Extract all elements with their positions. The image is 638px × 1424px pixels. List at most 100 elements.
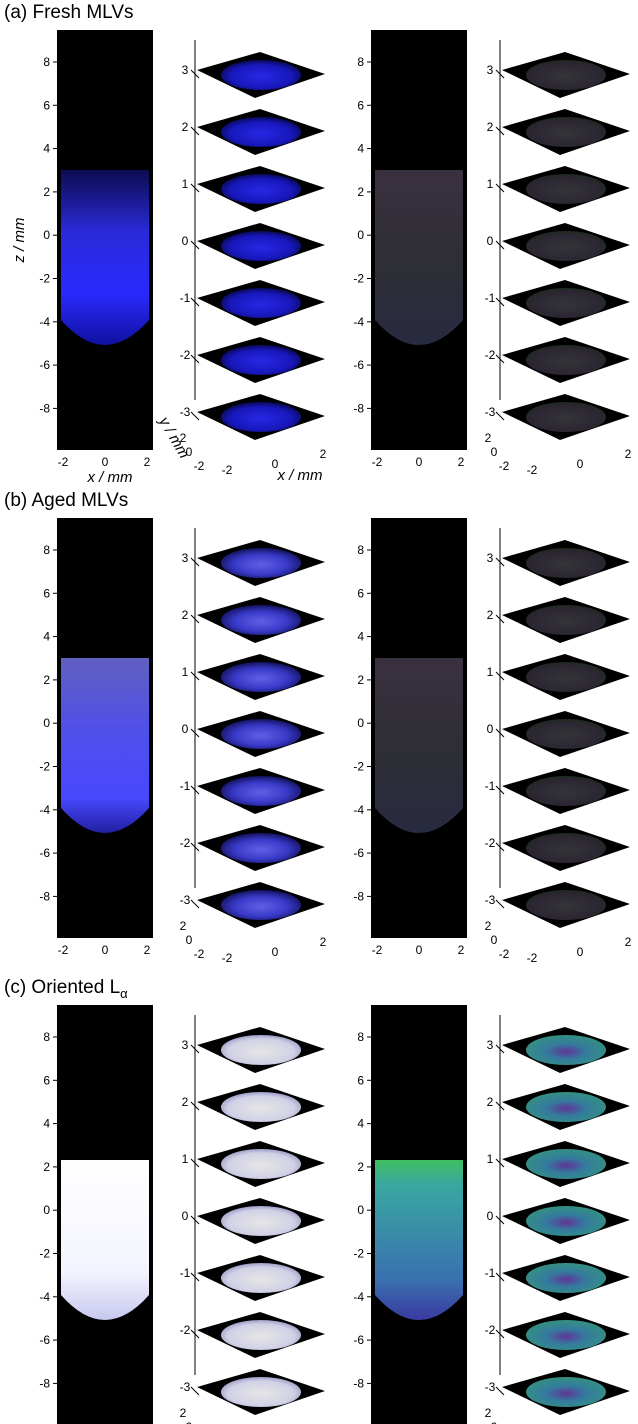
- y-axis-label: y / mm: [155, 413, 193, 461]
- z-tick-label: 8: [357, 543, 364, 557]
- slice-tick: [495, 1272, 505, 1282]
- slice-tick-label: -1: [180, 291, 191, 305]
- x-tick-label: 0: [102, 455, 109, 469]
- slice-tick: [190, 785, 200, 795]
- z-tick-label: -4: [39, 315, 50, 329]
- z-tick-label: 2: [357, 673, 364, 687]
- x-tick-label: -2: [527, 951, 538, 965]
- slice-tick-label: 1: [487, 1152, 494, 1166]
- z-tick-label: -4: [353, 315, 364, 329]
- slice-tick: [495, 69, 505, 79]
- slice-image: [526, 1320, 606, 1350]
- panel-title-c: (c) Oriented Lα: [4, 977, 128, 1005]
- y-tick-label: -2: [499, 947, 510, 961]
- slice-tick-label: 3: [182, 1038, 189, 1052]
- slice-tick-label: 1: [182, 177, 189, 191]
- slice-tick-label: 2: [487, 608, 494, 622]
- z-tick-label: 6: [43, 586, 50, 600]
- slice-image: [526, 231, 606, 261]
- panel-title-text: (a) Fresh MLVs: [4, 2, 134, 23]
- z-tick-label: 0: [357, 716, 364, 730]
- z-tick-label: -4: [39, 803, 50, 817]
- x-tick-label: 2: [320, 447, 327, 461]
- slice-tick: [495, 557, 505, 567]
- slice-image: [221, 776, 301, 806]
- slice-tick: [495, 1386, 505, 1396]
- slice-tick: [190, 183, 200, 193]
- z-tick-label: 4: [43, 630, 50, 644]
- slice-image: [221, 1035, 301, 1065]
- slice-image: [221, 890, 301, 920]
- z-tick-label: 8: [43, 1030, 50, 1044]
- x-tick-label: 2: [144, 943, 151, 957]
- z-tick-label: 8: [43, 543, 50, 557]
- z-tick-label: 0: [357, 1203, 364, 1217]
- slice-tick-label: -2: [180, 348, 191, 362]
- x-tick-label: 0: [102, 943, 109, 957]
- y-tick-label: 0: [186, 1420, 193, 1424]
- panel-title-text: (c) Oriented L: [4, 977, 121, 998]
- slice-image: [526, 174, 606, 204]
- slice-image: [221, 1206, 301, 1236]
- slice-tick: [495, 614, 505, 624]
- x-tick-label: 2: [625, 447, 632, 461]
- z-tick-label: -8: [353, 1376, 364, 1390]
- slice-image: [221, 833, 301, 863]
- y-tick-label: 2: [180, 431, 187, 445]
- slice-image: [526, 776, 606, 806]
- z-tick-label: -2: [39, 760, 50, 774]
- slice-tick-label: -1: [485, 779, 496, 793]
- slice-image: [526, 548, 606, 578]
- slice-tick-label: -2: [485, 348, 496, 362]
- z-tick-label: 0: [357, 228, 364, 242]
- slice-tick-label: 1: [487, 665, 494, 679]
- slice-image: [526, 60, 606, 90]
- z-tick-label: -2: [353, 1247, 364, 1261]
- slice-tick-label: 2: [487, 1095, 494, 1109]
- z-tick-label: -8: [39, 401, 50, 415]
- z-tick-label: 8: [357, 1030, 364, 1044]
- slice-tick: [190, 126, 200, 136]
- x-tick-label: 0: [577, 945, 584, 959]
- slice-tick-label: 3: [487, 551, 494, 565]
- x-tick-label: 0: [577, 457, 584, 471]
- slice-tick-label: -1: [180, 1266, 191, 1280]
- z-tick-label: 8: [357, 55, 364, 69]
- z-tick-label: 4: [43, 142, 50, 156]
- x-tick-label: 0: [416, 455, 423, 469]
- slice-tick: [495, 126, 505, 136]
- y-tick-label: -2: [194, 459, 205, 473]
- x-tick-label: -2: [222, 951, 233, 965]
- slice-tick-label: 2: [487, 120, 494, 134]
- z-tick-label: -4: [39, 1290, 50, 1304]
- z-tick-label: -2: [39, 1247, 50, 1261]
- panel-title-subscript: α: [120, 985, 128, 1001]
- slice-tick: [190, 297, 200, 307]
- slice-tick: [495, 354, 505, 364]
- x-tick-label: -2: [372, 943, 383, 957]
- slice-image: [221, 548, 301, 578]
- slice-tick: [190, 614, 200, 624]
- z-tick-label: 2: [43, 1160, 50, 1174]
- x-tick-label: -2: [372, 455, 383, 469]
- slice-tick: [190, 69, 200, 79]
- slice-image: [526, 345, 606, 375]
- slice-tick-label: 0: [487, 1209, 494, 1223]
- slice-tick: [190, 899, 200, 909]
- slice-tick: [190, 240, 200, 250]
- slice-tick-label: 0: [182, 722, 189, 736]
- x-tick-label: 0: [272, 945, 279, 959]
- slice-image: [526, 1377, 606, 1407]
- slice-image: [526, 1035, 606, 1065]
- panel-title-b: (b) Aged MLVs: [4, 490, 128, 512]
- slice-tick-label: 1: [182, 1152, 189, 1166]
- slice-tick-label: -2: [180, 836, 191, 850]
- slice-tick: [495, 240, 505, 250]
- x-tick-label: 2: [625, 935, 632, 949]
- slice-tick: [495, 183, 505, 193]
- slice-tick: [190, 411, 200, 421]
- slice-image: [526, 288, 606, 318]
- slice-tick-label: -1: [180, 779, 191, 793]
